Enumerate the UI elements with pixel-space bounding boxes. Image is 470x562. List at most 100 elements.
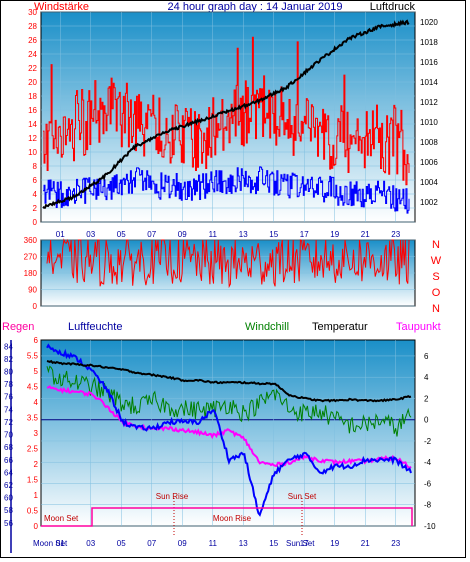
legend-humidity: Luftfeuchte — [68, 321, 122, 333]
time-tick-label: 19 — [330, 539, 339, 548]
rain-tick-label: 3 — [34, 429, 39, 438]
time-tick-label: 13 — [239, 230, 248, 239]
legend-rain: Regen — [2, 321, 34, 333]
pressure-axis-ticks: 1002 1004 1006 1008 1010 1012 1014 1016 1018 1020 — [420, 18, 438, 207]
humidity-tick-label: 84 — [4, 342, 13, 351]
wind-direction-line — [46, 238, 410, 289]
daylight-bar — [41, 507, 413, 527]
compass-label: S — [432, 271, 439, 283]
compass-label: N — [432, 303, 440, 315]
moon-set-label: Moon Set — [44, 514, 79, 523]
rain-tick-label: 2.5 — [27, 445, 39, 454]
pressure-line — [42, 19, 410, 209]
wind-tick-label: 6 — [33, 176, 38, 185]
humidity-tick-label: 64 — [4, 468, 13, 477]
direction-tick-label: 180 — [24, 269, 38, 278]
humidity-tick-label: 68 — [4, 443, 13, 452]
time-axis-bottom: 01 03 05 07 09 11 13 15 17 19 21 23 — [56, 539, 401, 548]
time-tick-label: 09 — [178, 230, 187, 239]
rain-tick-label: 4 — [34, 398, 39, 407]
sun-set-bottom-label: Sun Set — [286, 539, 315, 548]
time-tick-label: 09 — [178, 539, 187, 548]
time-tick-label: 21 — [361, 539, 370, 548]
direction-tick-label: 360 — [24, 236, 38, 245]
direction-tick-label: 90 — [28, 286, 37, 295]
rain-tick-label: 0 — [34, 522, 39, 531]
wind-tick-label: 16 — [28, 106, 37, 115]
time-tick-label: 23 — [391, 230, 400, 239]
rain-tick-label: 3.5 — [27, 414, 39, 423]
wind-tick-label: 10 — [28, 148, 37, 157]
pressure-tick-label: 1002 — [420, 198, 438, 207]
time-tick-label: 05 — [117, 230, 126, 239]
temperature-series — [46, 343, 412, 517]
time-tick-label: 03 — [86, 539, 95, 548]
legend-temperature: Temperatur — [312, 321, 368, 333]
humidity-tick-label: 72 — [4, 418, 13, 427]
time-tick-label: 07 — [147, 539, 156, 548]
temperature-line — [46, 359, 412, 403]
rain-tick-label: 0.5 — [27, 507, 39, 516]
wind-tick-label: 18 — [28, 92, 37, 101]
time-axis-top: 01 03 05 07 09 11 13 15 17 19 21 23 — [56, 230, 401, 239]
temp-tick-label: 0 — [424, 416, 429, 425]
rain-tick-label: 5.5 — [27, 352, 39, 361]
temp-tick-label: -2 — [424, 437, 432, 446]
humidity-tick-label: 66 — [4, 456, 13, 465]
compass-label: N — [432, 239, 440, 251]
wind-tick-label: 8 — [33, 162, 38, 171]
rain-axis-ticks: 0 0.5 1 1.5 2 2.5 3 3.5 4 4.5 5 5.5 6 — [27, 336, 39, 531]
time-tick-label: 15 — [269, 230, 278, 239]
temp-tick-label: -8 — [424, 501, 432, 510]
time-tick-label: 03 — [86, 230, 95, 239]
wind-tick-label: 2 — [33, 204, 38, 213]
time-tick-label: 07 — [147, 230, 156, 239]
pressure-tick-label: 1008 — [420, 138, 438, 147]
time-tick-label: 05 — [117, 539, 126, 548]
pressure-tick-label: 1012 — [420, 98, 438, 107]
humidity-tick-label: 58 — [4, 506, 13, 515]
wind-average-line — [43, 166, 410, 214]
time-tick-label: 21 — [361, 230, 370, 239]
temp-tick-label: -4 — [424, 458, 432, 467]
wind-axis-title: Windstärke — [34, 1, 89, 13]
time-tick-label: 19 — [330, 230, 339, 239]
direction-series — [46, 238, 410, 289]
pressure-tick-label: 1004 — [420, 178, 438, 187]
humidity-tick-label: 82 — [4, 355, 13, 364]
sun-set-label: Sun Set — [288, 492, 317, 501]
wind-tick-label: 22 — [28, 64, 37, 73]
moon-set-bottom-label: Moon Set — [33, 539, 68, 548]
sun-rise-label: Sun Rise — [156, 492, 189, 501]
legend-windchill: Windchill — [245, 321, 289, 333]
wind-tick-label: 4 — [33, 190, 38, 199]
temp-tick-label: 4 — [424, 373, 429, 382]
humidity-tick-label: 62 — [4, 481, 13, 490]
humidity-tick-label: 78 — [4, 380, 13, 389]
humidity-tick-label: 70 — [4, 431, 13, 440]
time-tick-label: 13 — [239, 539, 248, 548]
time-tick-label: 11 — [209, 230, 218, 239]
rain-tick-label: 1.5 — [27, 476, 39, 485]
humidity-line — [46, 343, 412, 517]
wind-tick-label: 14 — [28, 120, 37, 129]
temp-tick-label: -10 — [424, 522, 436, 531]
pressure-tick-label: 1018 — [420, 38, 438, 47]
dewpoint-line — [46, 385, 412, 470]
temp-tick-label: -6 — [424, 479, 432, 488]
humidity-axis-ticks: 56 58 60 62 64 66 68 70 72 74 76 78 80 82 84 — [4, 342, 13, 528]
pressure-tick-label: 1014 — [420, 78, 438, 87]
temp-tick-label: 6 — [424, 352, 429, 361]
wind-tick-label: 0 — [33, 218, 38, 227]
time-tick-label: 17 — [300, 230, 309, 239]
pressure-axis-title: Luftdruck — [370, 1, 416, 13]
legend-dewpoint: Taupunkt — [396, 321, 441, 333]
temperature-axis-ticks: -10 -8 -6 -4 -2 0 2 4 6 — [424, 352, 436, 531]
pressure-tick-label: 1010 — [420, 118, 438, 127]
wind-tick-label: 26 — [28, 36, 37, 45]
rain-tick-label: 6 — [34, 336, 39, 345]
